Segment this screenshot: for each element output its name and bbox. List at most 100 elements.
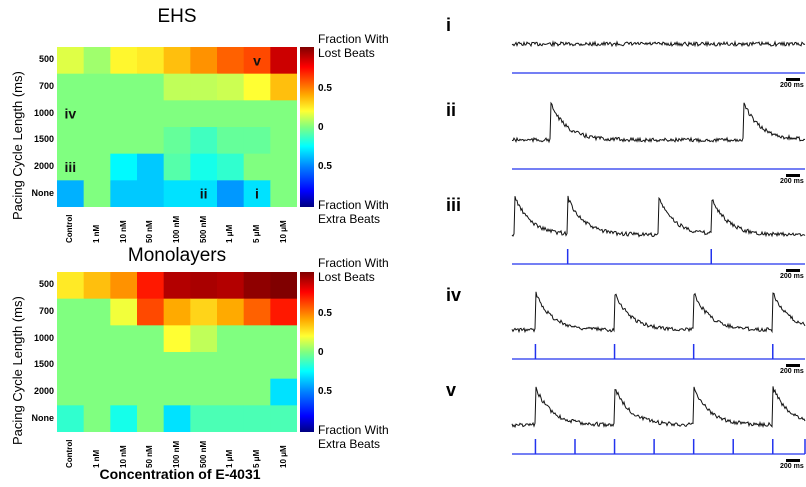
heatmap-cell-0-2-7 [243, 100, 271, 128]
scale-bar-label-ii: 200 ms [780, 178, 804, 185]
heatmap-cell-1-3-8 [270, 352, 297, 380]
heatmap-cell-1-4-7 [243, 378, 271, 406]
heatmap-cell-0-3-1 [83, 127, 111, 155]
heatmap-cell-1-2-4 [163, 325, 191, 353]
heatmap-cell-0-0-7 [243, 47, 271, 75]
x-axis-label: Concentration of E-4031 [99, 466, 261, 482]
heatmap-cell-0-3-3 [137, 127, 165, 155]
heatmap-cell-1-0-0 [57, 272, 85, 300]
heatmap-cell-0-5-4 [163, 180, 191, 207]
row-tick-1-4: 2000 [33, 386, 54, 396]
row-tick-0-5: None [31, 187, 55, 198]
heatmap-cell-1-3-5 [190, 352, 218, 380]
heatmap-cell-0-1-7 [243, 73, 271, 101]
trace-label-ii: ii [446, 100, 457, 120]
heatmap-cell-0-5-6 [217, 180, 245, 207]
heatmap-cell-1-0-4 [163, 272, 191, 300]
heatmap-cell-1-5-4 [163, 405, 191, 432]
heatmap-cell-0-1-8 [270, 73, 297, 101]
heatmap-cell-0-2-8 [270, 100, 297, 128]
heatmap-cell-1-1-6 [217, 298, 245, 326]
heatmap-cell-1-2-1 [83, 325, 111, 353]
heatmap-annotation-iv: iv [64, 106, 76, 122]
heatmap-cell-1-3-7 [243, 352, 271, 380]
heatmap-cell-1-0-5 [190, 272, 218, 300]
colorbar-tick-mono-bot: 0.5 [318, 386, 332, 397]
heatmap-annotation-v: v [253, 52, 261, 68]
heatmap-cell-0-5-8 [270, 180, 297, 207]
heatmap-cell-1-0-6 [217, 272, 245, 300]
scale-bar-iii [786, 269, 800, 272]
heatmap-cell-0-5-1 [83, 180, 111, 207]
heatmap-cell-0-1-3 [137, 73, 165, 101]
heatmap-annotation-i: i [255, 186, 259, 202]
heatmap-monolayers [57, 272, 297, 432]
colorbar-top-label-ehs: Fraction With Lost Beats [318, 32, 389, 60]
heatmap-cell-1-0-7 [243, 272, 271, 300]
heatmap-cell-0-4-6 [217, 153, 245, 181]
heatmap-cell-1-2-7 [243, 325, 271, 353]
trace-label-iv: iv [446, 285, 462, 305]
heatmap-cell-1-2-3 [137, 325, 165, 353]
heatmap-cell-1-3-4 [163, 352, 191, 380]
heatmap-cell-0-5-0 [57, 180, 85, 207]
heatmap-cell-0-0-8 [270, 47, 297, 75]
colorbar-bottom-label-ehs: Fraction With Extra Beats [318, 198, 389, 226]
heatmap-cell-0-2-6 [217, 100, 245, 128]
scale-bar-v [786, 459, 800, 462]
heatmap-cell-0-5-5 [190, 180, 218, 207]
heatmap-cell-1-4-5 [190, 378, 218, 406]
heatmap-cell-1-3-1 [83, 352, 111, 380]
heatmap-cell-1-3-0 [57, 352, 85, 380]
heatmap-cell-1-2-0 [57, 325, 85, 353]
voltage-trace-i [511, 40, 806, 48]
row-tick-1-2: 1000 [33, 332, 54, 343]
heatmap-cell-1-0-2 [110, 272, 138, 300]
heatmap-cell-1-4-1 [83, 378, 111, 406]
heatmap-cell-1-0-8 [270, 272, 297, 300]
colorbar-bottom-label-monolayers: Fraction With Extra Beats [318, 423, 389, 451]
heatmap-cell-0-0-2 [110, 47, 138, 75]
heatmap-cell-1-1-1 [83, 298, 111, 326]
heatmap-cell-1-1-5 [190, 298, 218, 326]
heatmap-cell-1-1-8 [270, 298, 297, 326]
heatmap-cell-1-4-0 [57, 378, 85, 406]
colorbar-monolayers [300, 272, 314, 432]
heatmap-cell-0-0-5 [190, 47, 218, 75]
heatmap-cell-1-5-6 [217, 405, 245, 432]
heatmap-cell-0-1-4 [163, 73, 191, 101]
heatmap-cell-1-1-2 [110, 298, 138, 326]
scale-bar-label-iii: 200 ms [780, 273, 804, 280]
row-tick-1-3: 1500 [33, 359, 54, 370]
heatmap-cell-0-2-5 [190, 100, 218, 128]
heatmap-cell-0-4-2 [110, 153, 138, 181]
heatmap-cell-1-4-6 [217, 378, 245, 406]
heatmap-cell-0-4-4 [163, 153, 191, 181]
trace-label-v: v [446, 380, 457, 400]
heatmap-cell-1-4-8 [270, 378, 297, 406]
scale-bar-label-iv: 200 ms [780, 368, 804, 375]
heatmap-cell-1-1-7 [243, 298, 271, 326]
heatmap-cell-0-1-2 [110, 73, 138, 101]
heatmap-cell-0-3-6 [217, 127, 245, 155]
colorbar-ehs [300, 47, 314, 207]
heatmap-cell-0-0-6 [217, 47, 245, 75]
heatmap-cell-1-5-0 [57, 405, 85, 432]
heatmap-cell-0-3-0 [57, 127, 85, 155]
heatmap-cell-0-3-5 [190, 127, 218, 155]
heatmap-cell-1-1-0 [57, 298, 85, 326]
heatmap-cell-1-5-3 [137, 405, 165, 432]
heatmap-cell-1-2-8 [270, 325, 297, 353]
row-tick-1-0: 500 [38, 279, 54, 290]
heatmap-cell-1-5-2 [110, 405, 138, 432]
heatmap-cell-0-2-0 [57, 100, 85, 128]
heatmap-cell-0-2-2 [110, 100, 138, 128]
row-tick-0-4: 2000 [33, 161, 54, 171]
colorbar-top-label-monolayers: Fraction With Lost Beats [318, 256, 389, 284]
trace-label-i: i [446, 15, 452, 35]
row-tick-0-3: 1500 [33, 134, 54, 145]
heatmap-title-monolayers: Monolayers [127, 245, 227, 266]
row-tick-1-1: 700 [38, 306, 54, 316]
